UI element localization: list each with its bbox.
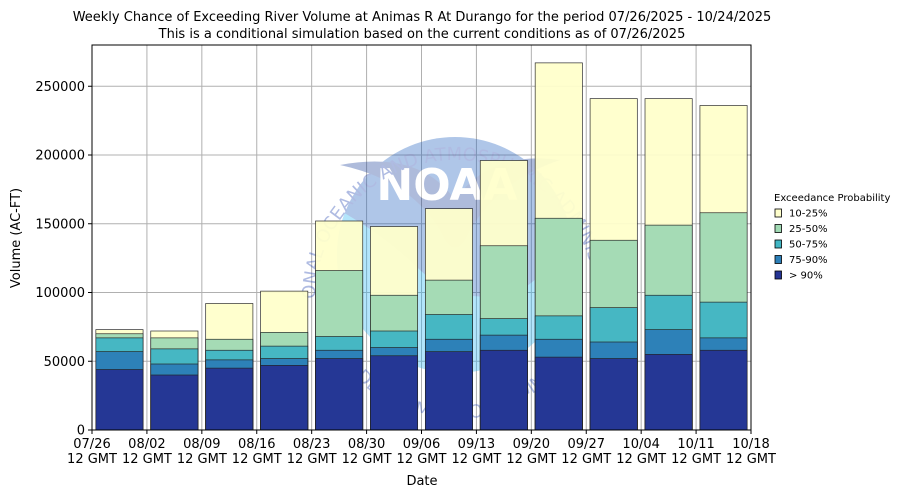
y-axis: 0 50000 100000 150000 200000 250000 — [35, 80, 92, 439]
bar-08-09-series-4 — [205, 367, 254, 431]
legend-swatch-0 — [774, 208, 782, 218]
x-tick-label-0: 07/26 12 GMT — [67, 437, 117, 467]
legend-label-4: > 90% — [789, 271, 823, 282]
bar-10-11-series-4 — [699, 349, 748, 431]
x-tick-label-4: 08/23 12 GMT — [287, 437, 337, 467]
bar-07-26-series-4 — [95, 369, 144, 431]
x-tick-label-8: 09/20 12 GMT — [506, 437, 556, 467]
legend-swatch-3 — [774, 255, 782, 264]
bar-08-16-series-4 — [260, 365, 309, 431]
bar-09-13-series-4 — [479, 349, 528, 431]
legend-title: Exceedance Probability — [774, 193, 890, 204]
x-axis-label: Date — [406, 474, 437, 489]
x-tick-label-9: 09/27 12 GMT — [561, 437, 611, 467]
y-tick-label-1: 50000 — [44, 355, 85, 370]
legend-label-0: 10-25% — [789, 209, 828, 220]
x-tick-label-1: 08/02 12 GMT — [122, 437, 172, 467]
y-tick-label-5: 250000 — [35, 80, 85, 95]
x-tick-label-2: 08/09 12 GMT — [177, 437, 227, 467]
bar-stacks — [95, 62, 748, 431]
bar-08-30-series-4 — [370, 355, 419, 431]
legend-swatch-4 — [774, 270, 782, 280]
legend-label-2: 50-75% — [789, 240, 828, 251]
x-tick-label-10: 10/04 12 GMT — [616, 437, 666, 467]
bar-10-04-series-4 — [644, 354, 693, 431]
legend-label-1: 25-50% — [789, 224, 828, 235]
bar-09-27-series-4 — [589, 358, 638, 431]
y-tick-label-3: 150000 — [35, 217, 85, 232]
y-tick-label-2: 100000 — [35, 286, 85, 301]
x-tick-label-6: 09/06 12 GMT — [397, 437, 447, 467]
bar-08-02-series-4 — [150, 374, 199, 431]
chart-title: Weekly Chance of Exceeding River Volume … — [73, 10, 772, 25]
x-tick-label-11: 10/11 12 GMT — [671, 437, 721, 467]
y-tick-label-0: 0 — [77, 424, 85, 439]
legend-label-3: 75-90% — [789, 255, 828, 266]
bar-09-06-series-4 — [424, 351, 473, 431]
x-tick-label-3: 08/16 12 GMT — [232, 437, 282, 467]
bar-08-23-series-4 — [315, 358, 364, 431]
x-tick-label-5: 08/30 12 GMT — [342, 437, 392, 467]
legend-swatch-1 — [774, 224, 782, 233]
chart-subtitle: This is a conditional simulation based o… — [158, 27, 686, 42]
x-tick-label-7: 09/13 12 GMT — [451, 437, 501, 467]
grid-lines — [91, 45, 752, 431]
x-tick-label-12: 10/18 12 GMT — [726, 437, 776, 467]
legend-swatch-2 — [774, 239, 782, 249]
y-axis-label: Volume (AC-FT) — [9, 188, 24, 288]
y-tick-label-4: 200000 — [35, 149, 85, 164]
legend: Exceedance Probability 10-25% 25-50% 50-75… — [774, 193, 890, 282]
bar-09-20-series-4 — [534, 356, 583, 431]
